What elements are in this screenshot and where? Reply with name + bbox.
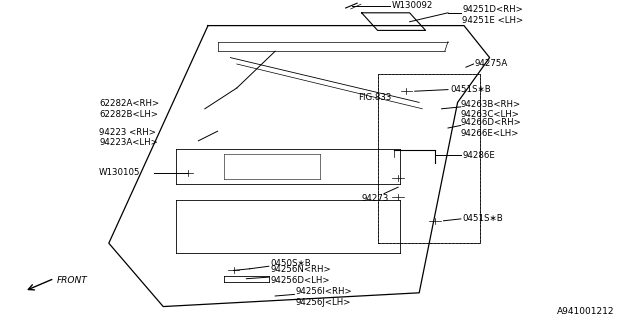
Text: 0451S∗B: 0451S∗B xyxy=(450,85,491,94)
Text: 94266D<RH>
94266E<LH>: 94266D<RH> 94266E<LH> xyxy=(461,118,522,138)
Text: A941001212: A941001212 xyxy=(557,308,614,316)
Text: 94223 <RH>
94223A<LH>: 94223 <RH> 94223A<LH> xyxy=(99,128,158,148)
Text: 62282A<RH>
62282B<LH>: 62282A<RH> 62282B<LH> xyxy=(99,99,159,119)
Text: 94263B<RH>
94263C<LH>: 94263B<RH> 94263C<LH> xyxy=(461,100,521,119)
Text: FIG.833: FIG.833 xyxy=(358,93,392,102)
Text: 94275A: 94275A xyxy=(475,60,508,68)
Text: W130105: W130105 xyxy=(99,168,141,177)
Text: 94256N<RH>
94256D<LH>: 94256N<RH> 94256D<LH> xyxy=(271,265,332,285)
Text: 0450S∗B: 0450S∗B xyxy=(271,260,312,268)
Text: 94273: 94273 xyxy=(362,194,389,203)
Text: 94256I<RH>
94256J<LH>: 94256I<RH> 94256J<LH> xyxy=(296,287,352,307)
Text: W130092: W130092 xyxy=(392,1,433,10)
Text: FRONT: FRONT xyxy=(56,276,87,285)
Text: 0451S∗B: 0451S∗B xyxy=(462,214,503,223)
Text: 94251D<RH>
94251E <LH>: 94251D<RH> 94251E <LH> xyxy=(462,5,524,25)
Text: 94286E: 94286E xyxy=(462,151,495,160)
